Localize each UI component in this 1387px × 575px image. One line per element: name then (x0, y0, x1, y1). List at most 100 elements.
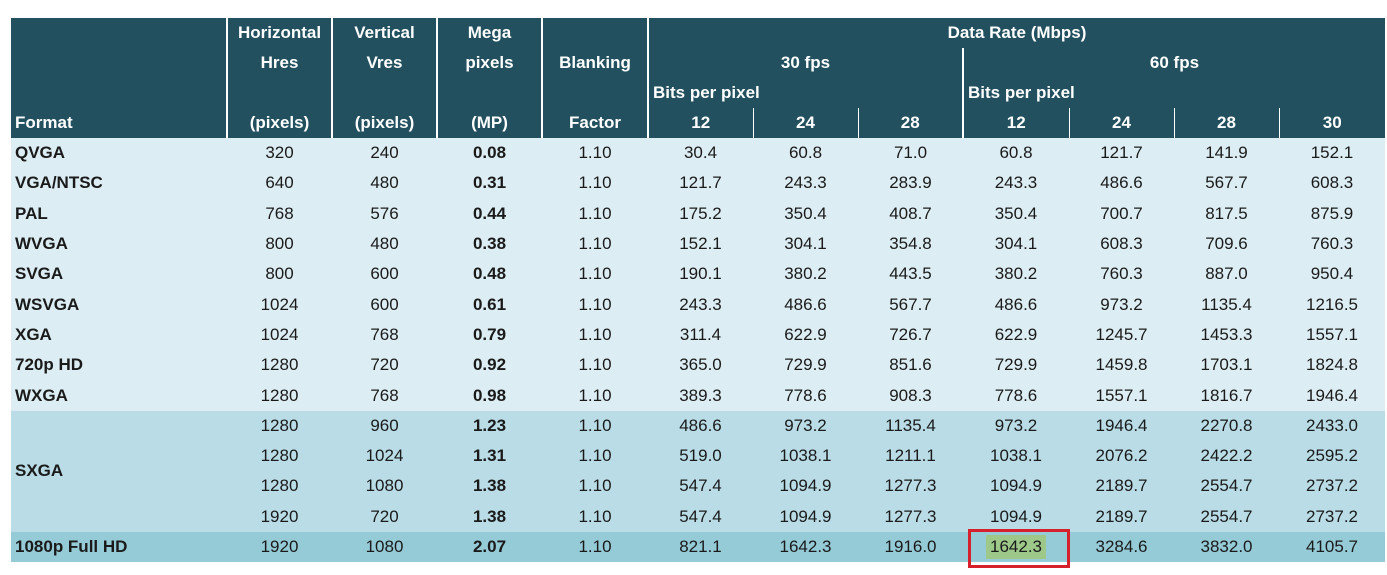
rate-cell: 1038.1 (753, 440, 858, 472)
rate-cell: 121.7 (1069, 138, 1174, 169)
rate-cell: 152.1 (648, 228, 753, 260)
megapixels-cell: 0.48 (437, 259, 542, 290)
data-rate-table-container: Format Horizontal Vertical Mega Data Rat… (11, 18, 1385, 569)
rate-cell: 175.2 (648, 198, 753, 229)
rate-cell: 821.1 (648, 531, 753, 563)
rate-cell: 243.3 (963, 168, 1069, 199)
blanking-cell: 1.10 (542, 319, 648, 351)
rate-cell: 1642.3 (753, 531, 858, 563)
megapixels-cell: 1.23 (437, 410, 542, 441)
format-cell: SVGA (11, 259, 227, 290)
hres-cell: 800 (227, 228, 332, 260)
megapixels-cell: 1.38 (437, 501, 542, 532)
header-horizontal-l1: Horizontal (226, 18, 332, 48)
table-row: 1280 1080 1.38 1.10 547.4 1094.9 1277.3 … (11, 471, 1385, 502)
rate-cell: 567.7 (858, 289, 963, 320)
header-horizontal-l2: Hres (226, 48, 332, 78)
vres-cell: 1080 (332, 471, 437, 502)
megapixels-cell: 0.44 (437, 198, 542, 229)
hres-cell: 1280 (227, 471, 332, 502)
format-cell: VGA/NTSC (11, 168, 227, 199)
megapixels-cell: 0.08 (437, 138, 542, 169)
rate-cell: 1459.8 (1069, 350, 1174, 381)
header-horizontal-l3: (pixels) (226, 108, 332, 138)
hres-cell: 1280 (227, 440, 332, 472)
rate-cell: 760.3 (1069, 259, 1174, 290)
vres-cell: 240 (332, 138, 437, 169)
rate-cell: 243.3 (753, 168, 858, 199)
rate-cell: 311.4 (648, 319, 753, 351)
rate-cell: 1916.0 (858, 531, 963, 563)
rate-cell: 141.9 (1174, 138, 1279, 169)
vres-cell: 720 (332, 350, 437, 381)
rate-cell: 350.4 (963, 198, 1069, 229)
rate-cell: 60.8 (963, 138, 1069, 169)
hres-cell: 800 (227, 259, 332, 290)
header-megapixels-l1: Mega (436, 18, 542, 48)
header-bpp60-28: 28 (1173, 108, 1279, 138)
video-format-data-rate-table: Format Horizontal Vertical Mega Data Rat… (11, 18, 1385, 569)
table-row: VGA/NTSC 640 480 0.31 1.10 121.7 243.3 2… (11, 168, 1385, 199)
blanking-cell: 1.10 (542, 168, 648, 199)
vres-cell: 600 (332, 259, 437, 290)
header-30fps: 30 fps (647, 48, 963, 78)
blanking-cell: 1.10 (542, 471, 648, 502)
megapixels-cell: 0.61 (437, 289, 542, 320)
rate-cell: 486.6 (963, 289, 1069, 320)
header-blanking-l2: Blanking (541, 48, 648, 78)
rate-cell: 354.8 (858, 228, 963, 260)
format-cell: 720p HD (11, 350, 227, 381)
rate-cell: 408.7 (858, 198, 963, 229)
rate-cell: 887.0 (1174, 259, 1279, 290)
rate-cell: 71.0 (858, 138, 963, 169)
rate-cell: 350.4 (753, 198, 858, 229)
rate-cell: 2189.7 (1069, 471, 1174, 502)
header-blanking-l3: Factor (541, 108, 648, 138)
header-60fps: 60 fps (962, 48, 1385, 78)
vres-cell: 576 (332, 198, 437, 229)
rate-cell: 1946.4 (1069, 410, 1174, 441)
rate-cell: 2422.2 (1174, 440, 1279, 472)
rate-cell: 760.3 (1279, 228, 1385, 260)
rate-cell: 2189.7 (1069, 501, 1174, 532)
vres-cell: 720 (332, 501, 437, 532)
vres-cell: 600 (332, 289, 437, 320)
megapixels-cell: 1.31 (437, 440, 542, 472)
header-bpp30-12: 12 (647, 108, 753, 138)
format-cell: PAL (11, 198, 227, 229)
rate-cell: 2595.2 (1279, 440, 1385, 472)
rate-cell: 1557.1 (1069, 380, 1174, 411)
header-blanking-l1 (541, 18, 648, 48)
hres-cell: 1280 (227, 350, 332, 381)
header-bpp30-24: 24 (752, 108, 858, 138)
rate-cell: 304.1 (753, 228, 858, 260)
header-vertical-l2: Vres (331, 48, 437, 78)
rate-cell: 1135.4 (858, 410, 963, 441)
rate-cell: 1216.5 (1279, 289, 1385, 320)
rate-cell: 875.9 (1279, 198, 1385, 229)
blanking-cell: 1.10 (542, 350, 648, 381)
rate-cell: 380.2 (753, 259, 858, 290)
rate-cell: 1277.3 (858, 471, 963, 502)
rate-cell: 817.5 (1174, 198, 1279, 229)
rate-cell: 729.9 (753, 350, 858, 381)
header-bpp60-30: 30 (1278, 108, 1385, 138)
rate-cell: 1094.9 (753, 501, 858, 532)
table-row: PAL 768 576 0.44 1.10 175.2 350.4 408.7 … (11, 198, 1385, 229)
rate-cell: 622.9 (963, 319, 1069, 351)
table-row: WVGA 800 480 0.38 1.10 152.1 304.1 354.8… (11, 228, 1385, 260)
rate-cell: 2076.2 (1069, 440, 1174, 472)
blanking-cell: 1.10 (542, 440, 648, 472)
rate-cell: 1557.1 (1279, 319, 1385, 351)
megapixels-cell: 1.38 (437, 471, 542, 502)
rate-cell: 486.6 (648, 410, 753, 441)
header-format: Format (11, 18, 227, 138)
table-row: 1080p Full HD 1920 1080 2.07 1.10 821.1 … (11, 528, 1385, 569)
rate-cell: 2270.8 (1174, 410, 1279, 441)
header-data-rate: Data Rate (Mbps) (647, 18, 1385, 48)
hres-cell: 1920 (227, 501, 332, 532)
rate-cell: 778.6 (963, 380, 1069, 411)
vres-cell: 1080 (332, 531, 437, 563)
rate-cell: 1094.9 (963, 501, 1069, 532)
rate-cell: 700.7 (1069, 198, 1174, 229)
